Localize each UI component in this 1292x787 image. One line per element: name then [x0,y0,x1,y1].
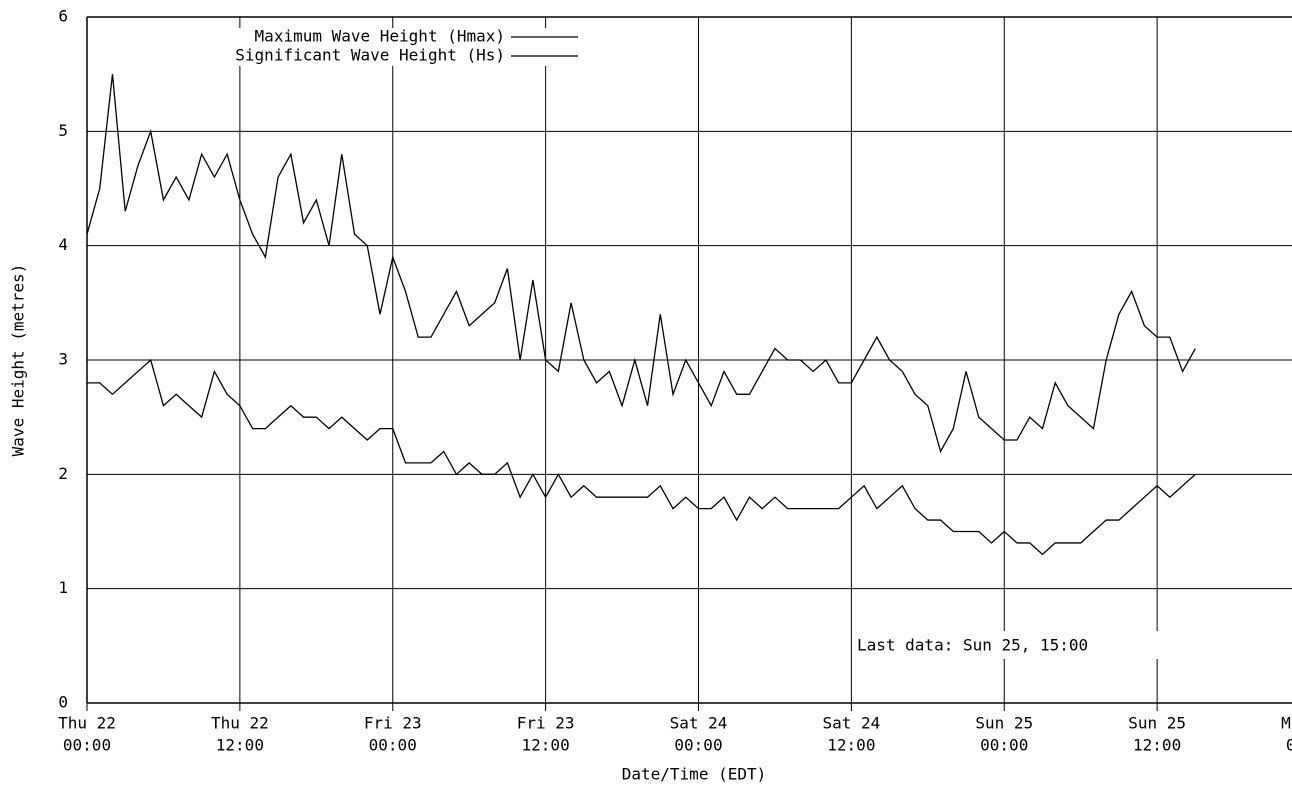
y-axis-label: Wave Height (metres) [9,264,28,457]
legend-bg [95,28,583,47]
x-tick-label: Sun 25 [975,714,1033,733]
y-tick-label: 2 [58,464,68,483]
x-tick-label: Mon 26 [1281,714,1292,733]
x-tick-label: 00:00 [369,736,417,755]
y-tick-label: 1 [58,578,68,597]
x-tick-label: Sun 25 [1128,714,1186,733]
legend-label: Significant Wave Height (Hs) [235,46,505,65]
x-tick-label: 12:00 [522,736,570,755]
annotation-box [853,631,1198,659]
x-tick-label: Thu 22 [58,714,116,733]
x-tick-label: Sat 24 [670,714,728,733]
legend-label: Maximum Wave Height (Hmax) [255,27,505,46]
annotation: Last data: Sun 25, 15:00 [857,636,1088,655]
y-tick-label: 3 [58,350,68,369]
x-tick-label: 12:00 [1133,736,1181,755]
y-tick-label: 5 [58,121,68,140]
x-tick-label: 12:00 [827,736,875,755]
x-tick-label: Fri 23 [517,714,575,733]
x-tick-label: Fri 23 [364,714,422,733]
x-axis-label: Date/Time (EDT) [622,765,767,784]
x-tick-label: 00:00 [63,736,111,755]
x-tick-label: Sat 24 [822,714,880,733]
legend-bg [95,47,583,66]
x-tick-label: 00:00 [1286,736,1292,755]
x-tick-label: 00:00 [674,736,722,755]
y-tick-label: 0 [58,693,68,712]
y-tick-label: 6 [58,7,68,26]
y-tick-label: 4 [58,235,68,254]
data-line [86,74,1196,454]
x-tick-label: Thu 22 [211,714,269,733]
x-tick-label: 00:00 [980,736,1028,755]
x-tick-label: 12:00 [216,736,264,755]
data-line [87,358,1196,556]
